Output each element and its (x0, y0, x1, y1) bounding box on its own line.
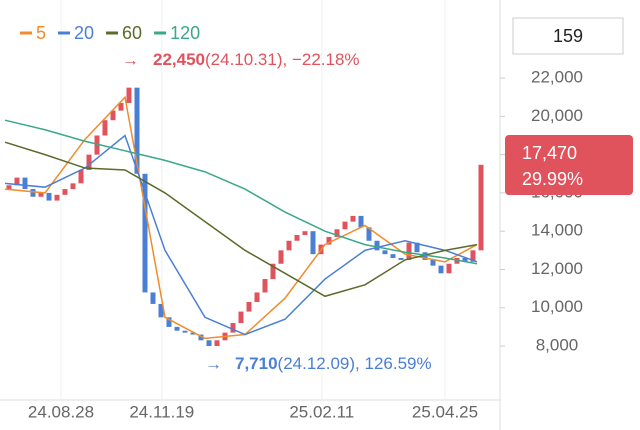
candle-body (182, 330, 188, 333)
legend-label: 60 (122, 23, 142, 43)
arrow: → (122, 50, 139, 69)
candle-body (358, 215, 364, 228)
candle-body (342, 221, 348, 230)
y-tick-label: 8,000 (536, 336, 579, 355)
high-price: 22,450 (153, 50, 205, 69)
ma-line (4, 141, 478, 298)
candle-body (294, 235, 300, 241)
search-box[interactable] (512, 17, 624, 55)
candle-body (102, 120, 108, 136)
candle-body (86, 154, 92, 170)
candle-body (174, 326, 180, 331)
x-tick-label: 25.04.25 (412, 402, 478, 421)
y-tick-label: 20,000 (531, 106, 583, 125)
candle-body (54, 194, 60, 201)
candle-body (470, 250, 476, 262)
last-price-bg (505, 135, 633, 195)
y-tick-label: 14,000 (531, 221, 583, 240)
candle-body (206, 340, 212, 347)
arrow: → (205, 354, 222, 373)
candle-body (350, 215, 356, 222)
legend-label: 20 (74, 23, 94, 43)
candle-body (14, 177, 20, 186)
legend-label: 5 (36, 23, 46, 43)
candle-body (414, 242, 420, 253)
legend-label: 120 (170, 23, 200, 43)
candle-body (38, 192, 44, 197)
candle-body (134, 87, 140, 174)
candle-body (142, 173, 148, 293)
candle-body (230, 323, 236, 333)
candle-body (382, 250, 388, 255)
candle-body (462, 257, 468, 262)
low-detail: (24.12.09), 126.59% (278, 354, 432, 373)
candle-body (150, 292, 156, 304)
candle-body (326, 236, 332, 245)
candle-body (110, 110, 116, 121)
candle-body (190, 332, 196, 335)
candle-body (398, 257, 404, 260)
candle-body (254, 292, 260, 303)
candle-body (302, 231, 308, 236)
search-value[interactable]: 159 (553, 26, 583, 46)
candle-body (430, 259, 436, 266)
candle-body (238, 311, 244, 324)
high-detail: (24.10.31), −22.18% (205, 50, 360, 69)
y-tick-label: 12,000 (531, 259, 583, 278)
high-annotation: 22,450(24.10.31), −22.18% (153, 50, 360, 69)
candle-body (390, 254, 396, 258)
legend: 5 20 60 120 (20, 23, 200, 43)
candle-body (78, 169, 84, 184)
last-price: 17,470 (522, 143, 577, 163)
candle-body (70, 183, 76, 190)
candle-body (246, 302, 252, 312)
candle-body (438, 265, 444, 274)
candle-body (158, 303, 164, 318)
candle-body (286, 240, 292, 251)
candle-body (6, 185, 12, 190)
candle-body (62, 189, 68, 195)
x-tick-label: 24.11.19 (129, 402, 194, 421)
last-change: 29.99% (522, 169, 583, 189)
candle-body (166, 317, 172, 327)
candle-body (198, 334, 204, 341)
candle-body (46, 192, 52, 201)
low-price: 7,710 (235, 354, 278, 373)
candle-body (22, 177, 28, 190)
candle-body (310, 231, 316, 255)
x-tick-label: 25.02.11 (289, 402, 354, 421)
candle-body (446, 263, 452, 274)
candle-body (270, 263, 276, 280)
candle-body (478, 164, 484, 251)
candle-body (94, 135, 100, 155)
ma-line (4, 95, 478, 340)
candle-body (374, 240, 380, 251)
candle-body (30, 189, 36, 197)
candle-body (334, 229, 340, 237)
low-annotation: 7,710(24.12.09), 126.59% (235, 354, 432, 373)
candle-body (214, 340, 220, 347)
candle-body (118, 102, 124, 111)
candle-body (422, 252, 428, 260)
ma-line (4, 119, 478, 265)
candle-body (262, 279, 268, 293)
y-tick-label: 22,000 (531, 68, 583, 87)
candle-body (366, 227, 372, 241)
candle-body (406, 242, 412, 260)
candle-body (278, 250, 284, 264)
candle-body (126, 87, 132, 103)
x-tick-label: 24.08.28 (28, 402, 94, 421)
last-price-box: 17,470 29.99% (505, 135, 633, 195)
y-tick-label: 10,000 (531, 297, 583, 316)
